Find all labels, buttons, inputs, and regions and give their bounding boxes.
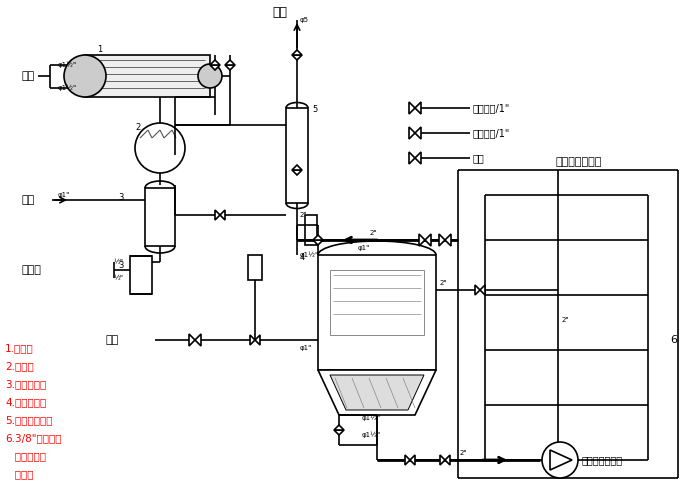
Text: 5.泡沫分离器］: 5.泡沫分离器］ [5,415,53,425]
Polygon shape [475,285,480,295]
Polygon shape [445,234,451,246]
Text: 接真空泵/1": 接真空泵/1" [473,128,511,138]
Text: 压缩空气/1": 压缩空气/1" [473,103,511,113]
Polygon shape [334,425,344,430]
Polygon shape [439,234,445,246]
Polygon shape [210,60,220,65]
Text: 6: 6 [670,335,677,345]
Text: 2": 2" [460,450,468,456]
Text: φ1½": φ1½" [362,415,381,421]
Polygon shape [255,335,260,345]
Polygon shape [409,102,415,114]
Polygon shape [195,334,201,346]
Polygon shape [313,235,323,240]
Polygon shape [409,152,415,164]
Bar [248,255,262,280]
Text: φ1": φ1" [300,345,312,351]
Polygon shape [225,60,235,65]
Polygon shape [440,455,445,465]
Text: 下水: 下水 [22,71,35,81]
Text: φ1½": φ1½" [58,62,77,68]
Circle shape [198,64,222,88]
Text: 6.3/8"氧气胶管: 6.3/8"氧气胶管 [5,433,62,443]
Text: φ1½": φ1½" [300,252,319,258]
Text: 2": 2" [370,230,378,236]
Text: 5: 5 [312,105,317,114]
Bar [286,108,308,203]
Polygon shape [415,152,421,164]
Text: 3.油水分离器: 3.油水分离器 [5,379,46,389]
Text: φ1½": φ1½" [362,432,381,438]
Polygon shape [313,240,323,245]
Polygon shape [318,370,436,415]
Polygon shape [215,210,220,220]
Polygon shape [415,127,421,139]
Text: 2": 2" [562,317,570,323]
Polygon shape [330,375,424,410]
Polygon shape [292,170,302,175]
Polygon shape [480,285,485,295]
Text: 接二位四通: 接二位四通 [5,451,46,461]
Polygon shape [189,334,195,346]
Text: 放空: 放空 [272,6,287,18]
Text: 泵（用户自备）: 泵（用户自备） [582,455,623,465]
Text: 2: 2 [135,123,140,132]
Text: 上水: 上水 [22,195,35,205]
Text: 2": 2" [300,212,307,218]
Circle shape [135,123,185,173]
Text: 挥发油: 挥发油 [22,265,42,275]
Polygon shape [292,165,302,170]
Text: 2": 2" [440,280,448,286]
Polygon shape [425,234,431,246]
Text: 电磁阀: 电磁阀 [5,469,33,479]
Polygon shape [405,455,410,465]
Polygon shape [445,455,450,465]
Text: 2.冷却器: 2.冷却器 [5,361,34,371]
Text: φ1": φ1" [358,245,370,251]
Polygon shape [292,55,302,60]
Polygon shape [334,430,344,435]
Polygon shape [410,455,415,465]
Bar [85,55,210,97]
Bar [305,215,317,245]
Polygon shape [210,65,220,70]
Bar [318,255,436,370]
Text: 1.冷凝器: 1.冷凝器 [5,343,34,353]
Text: 3: 3 [118,193,123,202]
Circle shape [542,442,578,478]
Text: 蒸汽: 蒸汽 [105,335,118,345]
Polygon shape [250,335,255,345]
Polygon shape [220,210,225,220]
Text: ½": ½" [114,275,124,281]
Text: 4.多能提取罐: 4.多能提取罐 [5,397,46,407]
Text: 1: 1 [98,45,102,54]
Polygon shape [419,234,425,246]
Text: 去煎煮饭液贮槽: 去煎煮饭液贮槽 [555,157,601,167]
Text: φ1": φ1" [58,192,71,198]
Bar [145,188,175,246]
Text: 3: 3 [118,261,123,270]
Circle shape [64,55,106,97]
Polygon shape [292,50,302,55]
Polygon shape [225,65,235,70]
Polygon shape [409,127,415,139]
Text: φ5: φ5 [300,17,309,23]
Bar [330,270,424,335]
Text: ½": ½" [114,259,124,265]
Bar [130,256,152,294]
Text: 上水: 上水 [473,153,485,163]
Polygon shape [415,102,421,114]
Text: φ1½": φ1½" [58,85,77,91]
Text: 4: 4 [300,253,305,262]
